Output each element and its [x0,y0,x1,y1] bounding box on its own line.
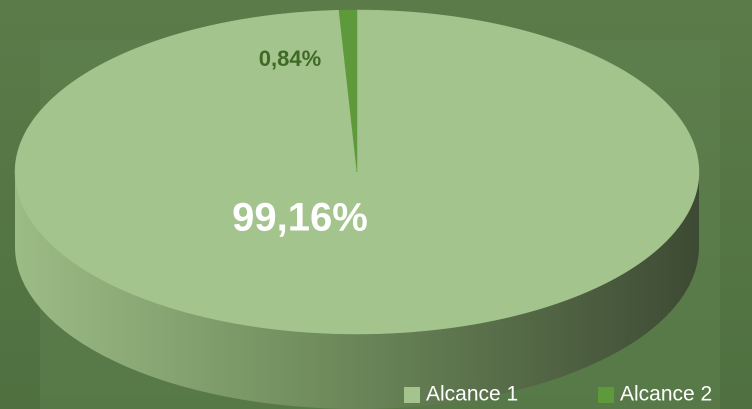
pie-slice [338,9,358,173]
legend-swatch [404,387,420,403]
pie [14,9,700,409]
legend-swatch [598,387,614,403]
legend: Alcance 1 Alcance 2 [404,383,712,406]
legend-label: Alcance 1 [426,383,518,406]
data-label: 0,84% [259,46,321,71]
data-label: 99,16% [232,196,368,240]
labels: 99,16% 0,84% [232,46,368,240]
pie-side [15,172,699,409]
legend-label: Alcance 2 [620,383,712,406]
